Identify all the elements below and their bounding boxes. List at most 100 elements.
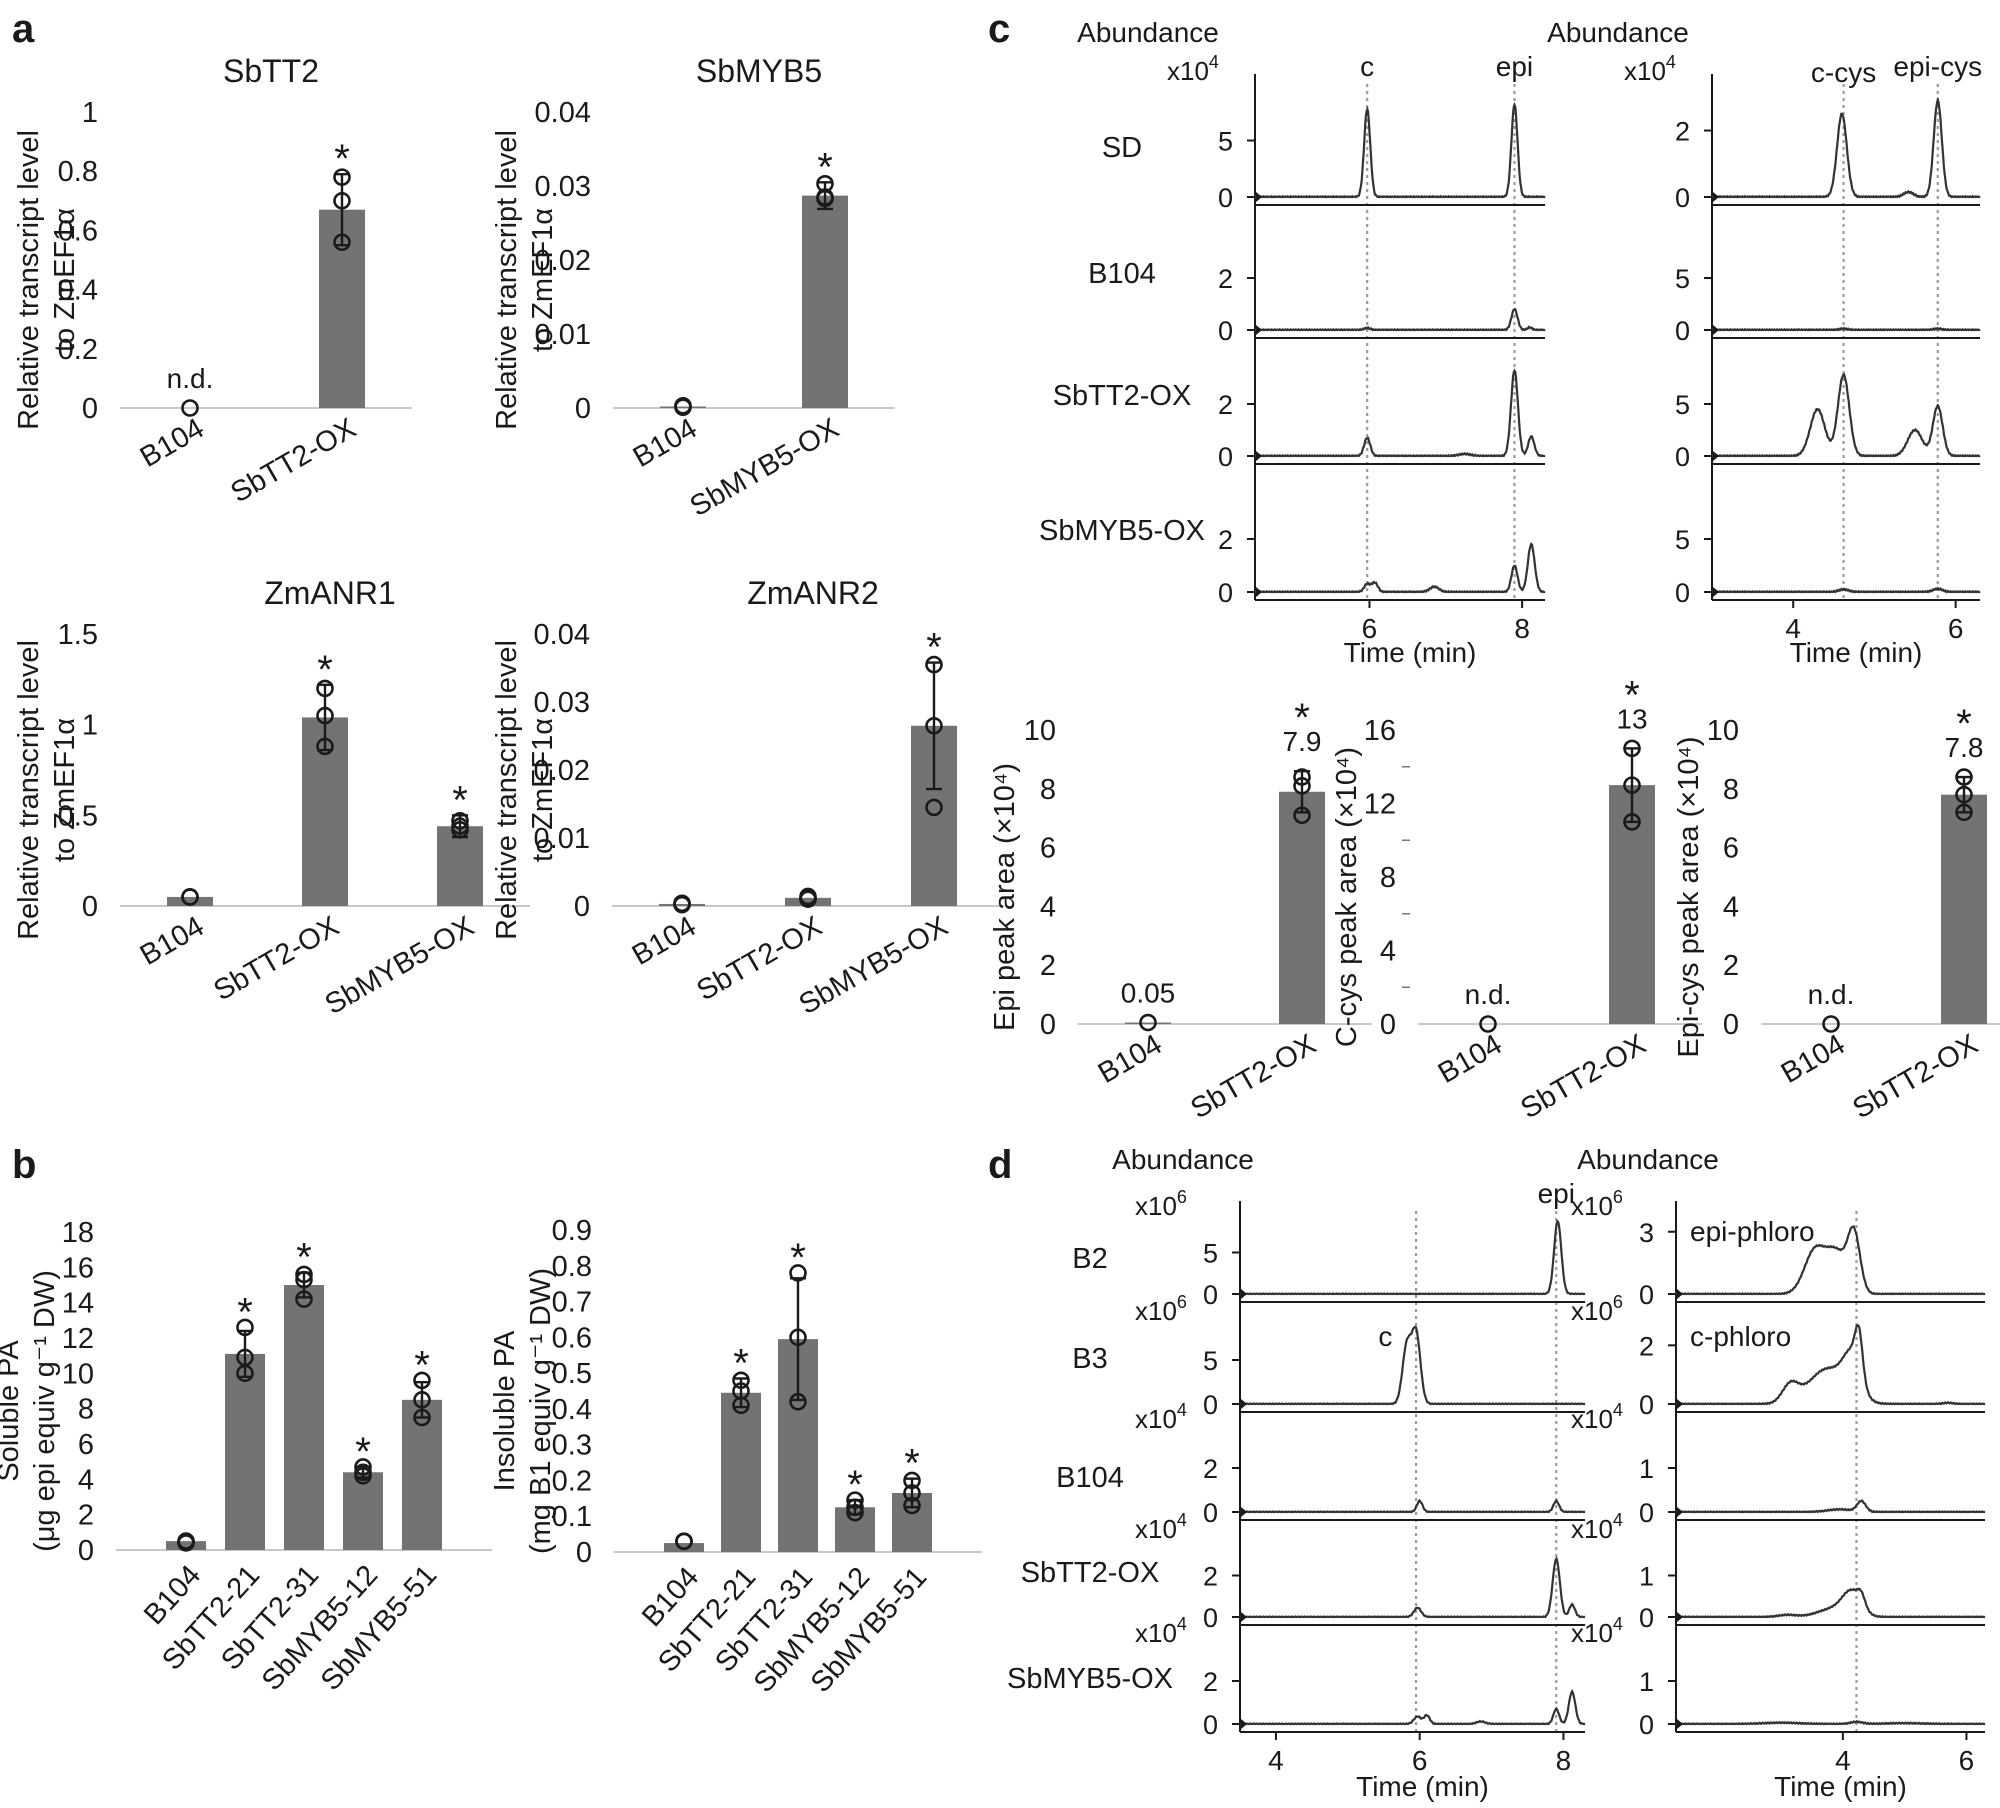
y-tick-label: 0.9 — [552, 1215, 592, 1247]
data-point — [181, 888, 199, 906]
y-tick-label: 3 — [1639, 1218, 1654, 1248]
chromatogram-trace — [1239, 1219, 1586, 1296]
y-tick-label: 6 — [1723, 833, 1739, 865]
significance-star: * — [414, 1343, 430, 1387]
category-label: SbTT2-OX — [1185, 1028, 1321, 1125]
exp-base: x10 — [1571, 1618, 1613, 1648]
y-axis-label: Relative transcript level to ZmEF1α — [13, 130, 81, 430]
peak-label: c — [1360, 51, 1374, 82]
y-tick-label: 5 — [1203, 1239, 1218, 1269]
exp-power: 4 — [1666, 52, 1676, 72]
exp-power: 4 — [1209, 52, 1219, 72]
row-exponent: x104 — [1571, 1400, 1623, 1434]
y-axis-label: Epi peak area (×10⁴) — [989, 763, 1021, 1031]
y-tick-label: 0 — [1203, 1390, 1218, 1420]
chromatogram-trace — [1675, 1225, 1986, 1296]
row-exponent: x106 — [1135, 1187, 1187, 1221]
y-tick-label: 12 — [62, 1323, 94, 1355]
row-exponent: x104 — [1135, 1614, 1187, 1648]
value-label: 0.05 — [1121, 978, 1176, 1009]
data-point — [846, 1503, 864, 1522]
y-tick-label: 2 — [1203, 1667, 1218, 1697]
baseline-marker — [1677, 1612, 1683, 1622]
y-tick-label: 0 — [1639, 1498, 1654, 1528]
data-point — [925, 716, 943, 735]
y-tick-label: 10 — [62, 1358, 94, 1390]
chromatogram-row: 0 5 x106 c — [1135, 1292, 1586, 1420]
data-point — [295, 1265, 313, 1284]
data-point — [413, 1371, 431, 1390]
abundance-label: Abundance — [1577, 1144, 1719, 1175]
significance-star: * — [334, 137, 350, 181]
y-tick-label: 0.01 — [534, 823, 590, 855]
exp-power: 6 — [1177, 1292, 1187, 1312]
data-point — [316, 706, 334, 725]
y-tick-label: 4 — [1040, 891, 1056, 923]
y-tick-label: 0.04 — [534, 619, 590, 651]
bar-b104 — [1125, 1022, 1171, 1024]
exp-base: x10 — [1571, 1296, 1613, 1326]
data-point — [181, 399, 199, 417]
value-label: n.d. — [1465, 979, 1512, 1010]
y-tick-label: 10 — [1024, 715, 1056, 747]
baseline-marker — [1241, 1719, 1247, 1729]
baseline-marker — [1677, 1507, 1683, 1517]
category-label: B104 — [1433, 1028, 1508, 1090]
significance-star: * — [452, 778, 468, 822]
x-tick-label: 6 — [1412, 1745, 1428, 1776]
y-tick-label: 0.03 — [534, 687, 590, 719]
category-label: SbTT2-OX — [1847, 1028, 1983, 1125]
bar-chart-c-bar2: 0 4 8 12 16C-cys peak area (×10⁴) n.d. B104 13*… — [1331, 673, 1702, 1125]
significance-star: * — [904, 1442, 920, 1486]
y-axis-label: Relative transcript level to ZmEF1α — [13, 640, 81, 940]
baseline-marker — [1713, 325, 1719, 335]
bar-sbmyb5-ox — [802, 195, 848, 408]
y-tick-label: 0 — [1203, 1603, 1218, 1633]
sample-row-label: SbMYB5-OX — [1039, 515, 1205, 547]
significance-star: * — [1956, 702, 1972, 746]
chart-title: ZmANR2 — [747, 575, 879, 611]
data-point — [295, 1290, 313, 1308]
x-tick-label: 4 — [1785, 613, 1801, 644]
peak-label: epi-cys — [1893, 51, 1982, 82]
y-tick-label: 8 — [78, 1394, 94, 1426]
row-exponent: x104 — [1571, 1614, 1623, 1648]
y-tick-label: 16 — [1364, 715, 1396, 747]
sample-row-label: SbTT2-OX — [1021, 1557, 1160, 1589]
panel-label-b: b — [12, 1143, 36, 1187]
row-exponent: x104 — [1571, 1510, 1623, 1544]
y-tick-label: 0.5 — [552, 1358, 592, 1390]
data-point — [451, 811, 469, 830]
data-point — [816, 189, 834, 208]
category-label: B104 — [627, 910, 702, 972]
exp-power: 4 — [1177, 1510, 1187, 1530]
exp-power: 6 — [1177, 1187, 1187, 1207]
bar-sbtt2-31 — [284, 1285, 324, 1550]
bar-b104 — [166, 1541, 206, 1550]
value-label: n.d. — [167, 363, 214, 394]
abundance-label: Abundance — [1077, 17, 1219, 48]
data-point — [925, 798, 943, 817]
category-label: SbTT2-OX — [1515, 1028, 1651, 1125]
data-point — [316, 737, 334, 756]
data-point — [236, 1318, 254, 1337]
y-tick-label: 0 — [1218, 183, 1233, 213]
y-tick-label: 1 — [82, 710, 98, 742]
y-tick-label: 1 — [1639, 1562, 1654, 1592]
y-tick-label: 0 — [1639, 1280, 1654, 1310]
y-tick-label: 0 — [1380, 1009, 1396, 1041]
value-label: n.d. — [1808, 979, 1855, 1010]
y-tick-label: 0.8 — [58, 156, 98, 188]
significance-star: * — [1624, 673, 1640, 717]
chromatogram-row: 05 — [1675, 264, 1981, 346]
bar-sbtt2-21 — [721, 1392, 761, 1552]
chromatogram-row: 05 — [1218, 101, 1546, 213]
chromatogram-trace — [1711, 372, 1981, 458]
chromatogram-trace — [1239, 1498, 1586, 1514]
data-point — [1293, 777, 1311, 795]
chromatogram-row: 02 — [1218, 368, 1546, 472]
